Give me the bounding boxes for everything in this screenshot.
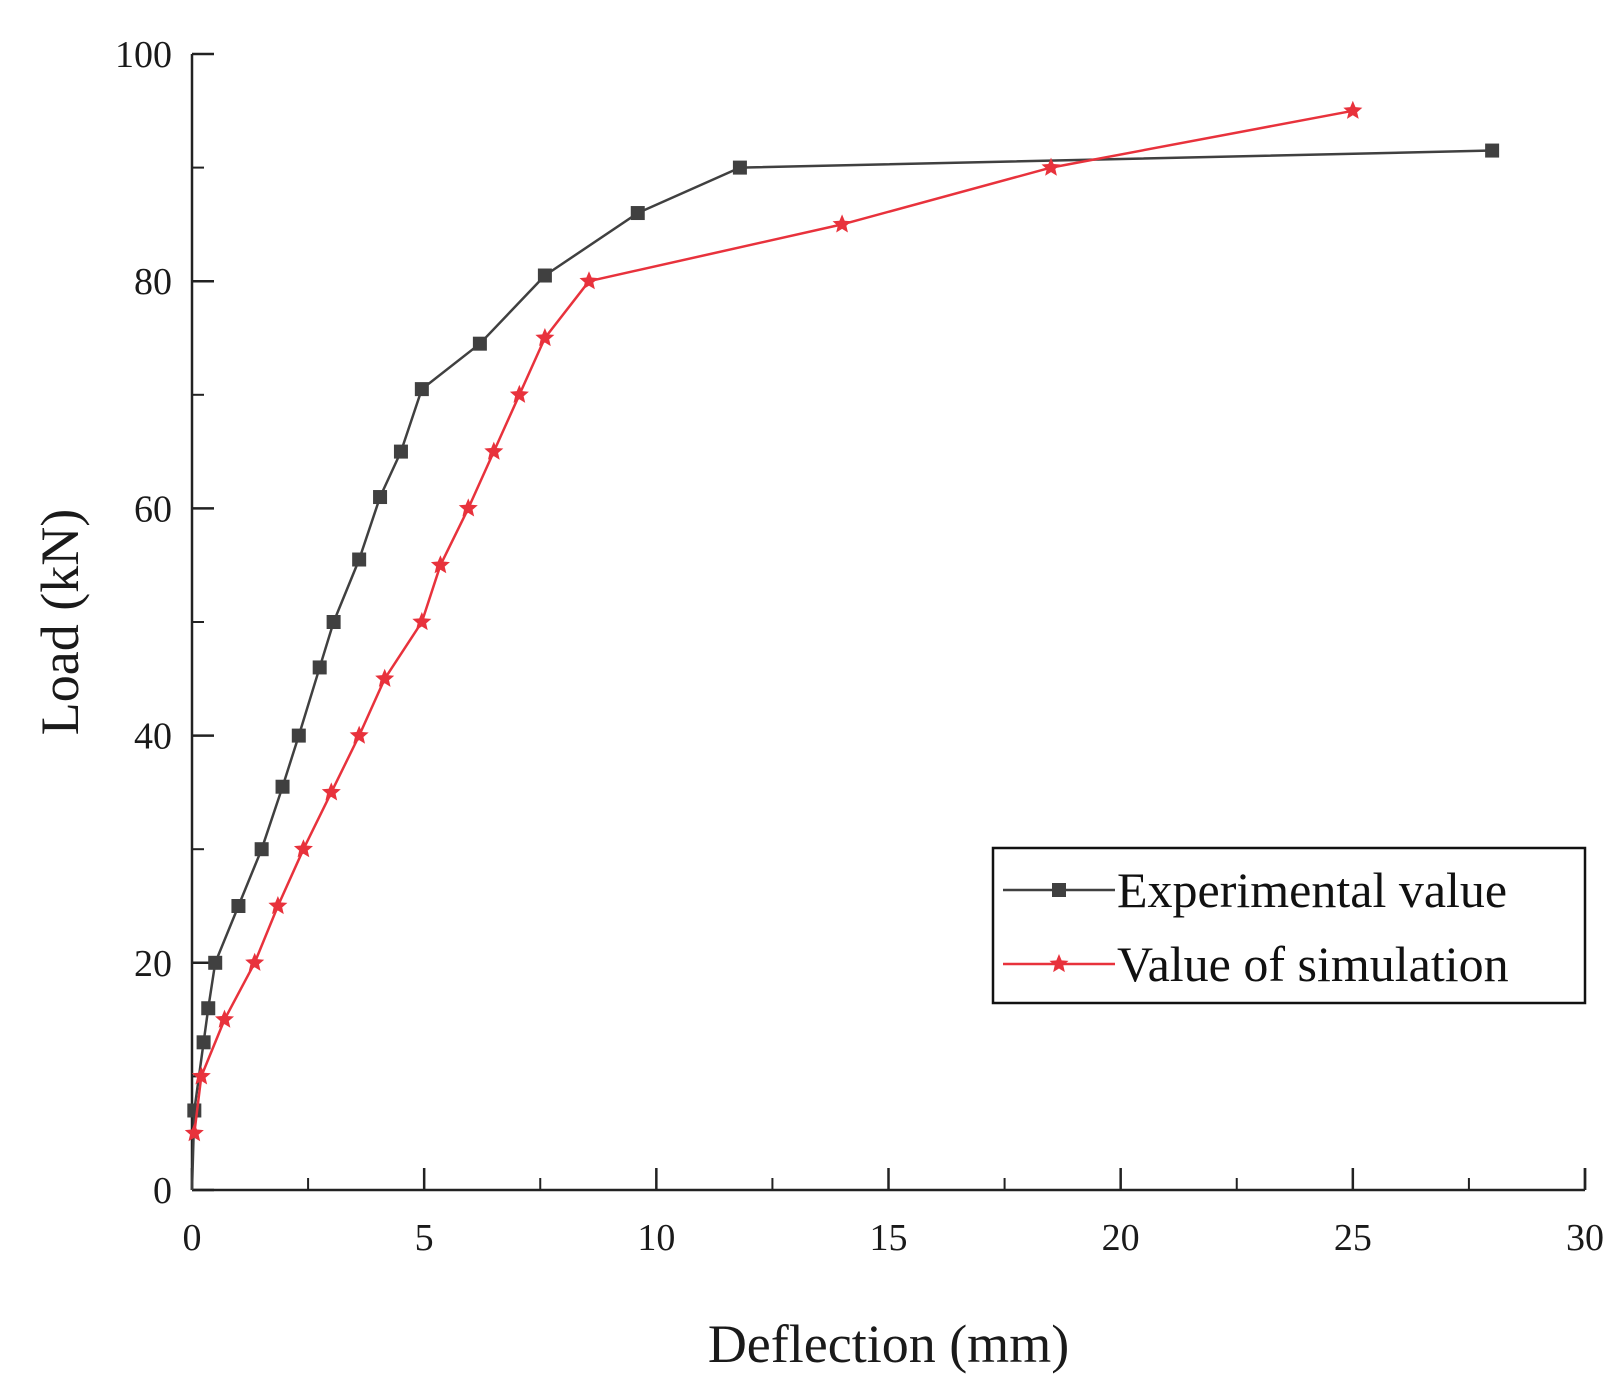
series-1 [187,143,1500,1191]
data-point [509,384,529,403]
data-point [352,552,367,567]
data-point [349,725,369,744]
x-tick-label-5: 5 [415,1217,434,1259]
data-point [458,498,478,517]
series-2 [184,100,1363,1142]
legend-marker [1052,883,1066,897]
y-tick-label-100: 100 [115,34,172,76]
data-point [375,668,395,687]
y-tick-label-40: 40 [134,716,172,758]
plot-frame [190,54,1587,1192]
legend: Experimental value Value of simulation [991,846,1587,1005]
data-point [326,615,341,629]
data-point [732,160,747,175]
legend-label: Value of simulation [1117,936,1509,992]
x-tick-label-0: 0 [183,1217,202,1259]
data-point [196,1035,211,1050]
series-layer [184,100,1500,1191]
data-point [535,328,555,347]
x-axis-title: Deflection (mm) [708,1314,1069,1374]
data-point [430,555,450,574]
data-point [201,1001,216,1016]
y-axis-title: Load (kN) [30,509,90,735]
data-point [537,268,552,283]
legend-marker [1049,954,1069,973]
data-point [1041,157,1061,176]
data-point [187,1103,202,1118]
ticks: 0 5 10 15 20 25 30 0 20 40 60 80 100 [115,34,1604,1259]
data-point [214,1009,235,1028]
data-point [275,779,290,794]
x-tick-label-30: 30 [1566,1217,1604,1259]
y-tick-label-60: 60 [134,488,172,530]
data-point [312,660,327,675]
legend-label: Experimental value [1117,862,1507,918]
data-point [268,896,288,915]
data-point [191,1066,211,1085]
data-point [254,842,269,857]
x-tick-label-10: 10 [637,1217,675,1259]
data-point [184,1123,204,1142]
data-point [321,782,341,801]
data-point [579,271,599,290]
data-point [245,952,265,971]
y-tick-label-80: 80 [134,261,172,303]
legend-box [991,846,1587,1005]
y-tick-label-0: 0 [153,1170,172,1212]
x-tick-label-20: 20 [1102,1217,1140,1259]
data-point [414,382,429,397]
legend-items: Experimental value Value of simulation [1003,862,1509,992]
data-point [832,214,852,233]
legend-entry-1: Experimental value [1003,862,1507,918]
data-point [412,612,432,631]
data-point [293,839,313,858]
data-point [208,955,223,970]
data-point [630,206,645,221]
data-point [291,728,306,743]
data-point [373,490,388,505]
data-point [393,444,408,459]
data-point [472,336,487,351]
data-point [1343,100,1363,119]
series-1-line [190,149,1493,1191]
legend-entry-2: Value of simulation [1003,936,1509,992]
data-point [1485,143,1500,158]
x-tick-label-25: 25 [1334,1217,1372,1259]
data-point [484,441,504,460]
x-tick-label-15: 15 [870,1217,908,1259]
data-point [231,899,246,913]
y-tick-label-20: 20 [134,943,172,985]
